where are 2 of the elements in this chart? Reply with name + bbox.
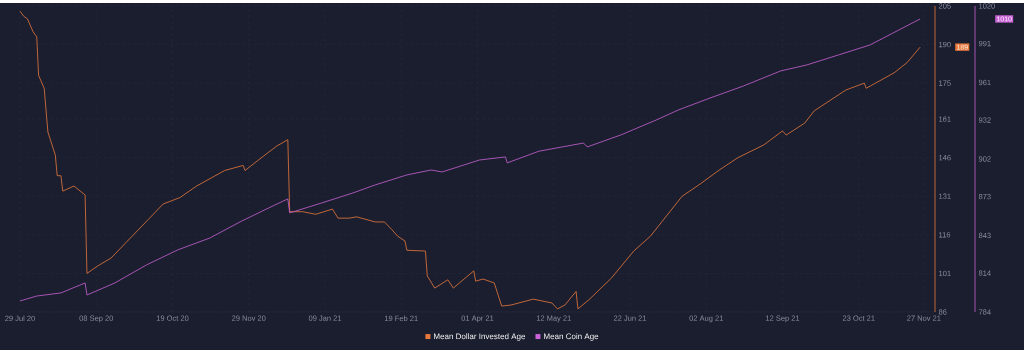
- legend-label: Mean Dollar Invested Age: [434, 333, 526, 341]
- legend-label: Mean Coin Age: [544, 333, 599, 341]
